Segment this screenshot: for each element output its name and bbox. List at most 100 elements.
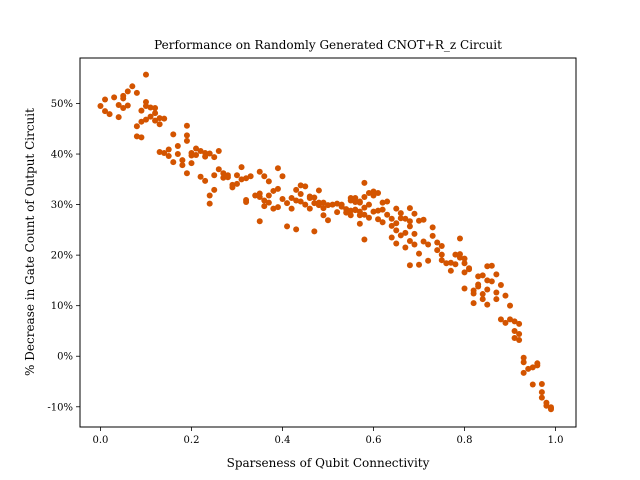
- data-point: [288, 205, 295, 212]
- data-point: [265, 192, 272, 199]
- data-point: [129, 83, 136, 90]
- data-point: [284, 200, 291, 207]
- data-point: [147, 113, 154, 120]
- chart-title: Performance on Randomly Generated CNOT+R…: [154, 38, 502, 52]
- data-point: [265, 199, 272, 206]
- data-point: [375, 216, 382, 223]
- data-point: [352, 206, 359, 213]
- data-point: [206, 150, 213, 157]
- data-point: [120, 105, 127, 112]
- data-point: [270, 187, 277, 194]
- data-point: [534, 362, 541, 369]
- data-point: [438, 257, 445, 264]
- data-points: [97, 71, 554, 413]
- data-point: [138, 118, 145, 125]
- data-point: [538, 381, 545, 388]
- data-point: [279, 173, 286, 180]
- data-point: [215, 148, 222, 155]
- data-point: [461, 260, 468, 267]
- data-point: [397, 215, 404, 222]
- data-point: [420, 216, 427, 223]
- y-tick-label: 30%: [51, 200, 73, 211]
- data-point: [479, 272, 486, 279]
- data-point: [233, 172, 240, 179]
- y-tick-label: 50%: [51, 99, 73, 110]
- data-point: [447, 259, 454, 266]
- data-point: [356, 220, 363, 227]
- data-point: [188, 150, 195, 157]
- data-point: [388, 215, 395, 222]
- data-point: [425, 241, 432, 248]
- data-point: [529, 381, 536, 388]
- data-point: [170, 131, 177, 138]
- y-tick-label: 10%: [51, 301, 73, 312]
- x-tick-label: 0.0: [93, 435, 109, 446]
- data-point: [507, 302, 514, 309]
- data-point: [211, 186, 218, 193]
- data-point: [138, 134, 145, 141]
- x-tick-label: 0.4: [275, 435, 291, 446]
- data-point: [402, 229, 409, 236]
- data-point: [497, 281, 504, 288]
- data-point: [152, 110, 159, 117]
- data-point: [311, 200, 318, 207]
- data-point: [311, 194, 318, 201]
- data-point: [447, 267, 454, 274]
- data-point: [133, 123, 140, 130]
- data-point: [429, 224, 436, 231]
- data-point: [461, 255, 468, 262]
- data-point: [152, 105, 159, 112]
- data-point: [393, 227, 400, 234]
- data-point: [511, 318, 518, 325]
- data-point: [320, 205, 327, 212]
- data-point: [238, 176, 245, 183]
- data-point: [111, 94, 118, 101]
- data-point: [470, 300, 477, 307]
- data-point: [402, 244, 409, 251]
- data-point: [452, 261, 459, 268]
- data-point: [420, 238, 427, 245]
- data-point: [456, 235, 463, 242]
- y-axis: -10% 0% 10% 20% 30% 40% 50%: [47, 99, 80, 413]
- data-point: [256, 218, 263, 225]
- data-point: [229, 181, 236, 188]
- data-point: [183, 137, 190, 144]
- data-point: [233, 180, 240, 187]
- data-point: [297, 182, 304, 189]
- data-point: [256, 194, 263, 201]
- data-point: [133, 133, 140, 140]
- data-point: [302, 183, 309, 190]
- data-point: [288, 195, 295, 202]
- data-point: [211, 172, 218, 179]
- data-point: [406, 223, 413, 230]
- data-point: [352, 195, 359, 202]
- data-point: [543, 402, 550, 409]
- data-point: [252, 192, 259, 199]
- data-point: [393, 205, 400, 212]
- data-point: [397, 232, 404, 239]
- y-axis-label: % Decrease in Gate Count of Output Circu…: [23, 108, 37, 376]
- data-point: [124, 88, 131, 95]
- data-point: [511, 327, 518, 334]
- data-point: [315, 187, 322, 194]
- y-tick-label: 20%: [51, 251, 73, 262]
- data-point: [479, 296, 486, 303]
- data-point: [488, 278, 495, 285]
- data-point: [411, 230, 418, 237]
- data-point: [261, 173, 268, 180]
- data-point: [170, 159, 177, 166]
- data-point: [325, 202, 331, 209]
- data-point: [402, 215, 409, 222]
- data-point: [156, 121, 163, 128]
- x-axis-label: Sparseness of Qubit Connectivity: [227, 456, 430, 470]
- data-point: [274, 185, 281, 192]
- data-point: [347, 207, 354, 214]
- data-point: [152, 117, 159, 124]
- plot-frame: [79, 57, 577, 428]
- y-tick-label: 40%: [51, 150, 73, 161]
- data-point: [397, 210, 404, 217]
- data-point: [466, 266, 473, 273]
- data-point: [361, 204, 368, 211]
- data-point: [425, 257, 432, 264]
